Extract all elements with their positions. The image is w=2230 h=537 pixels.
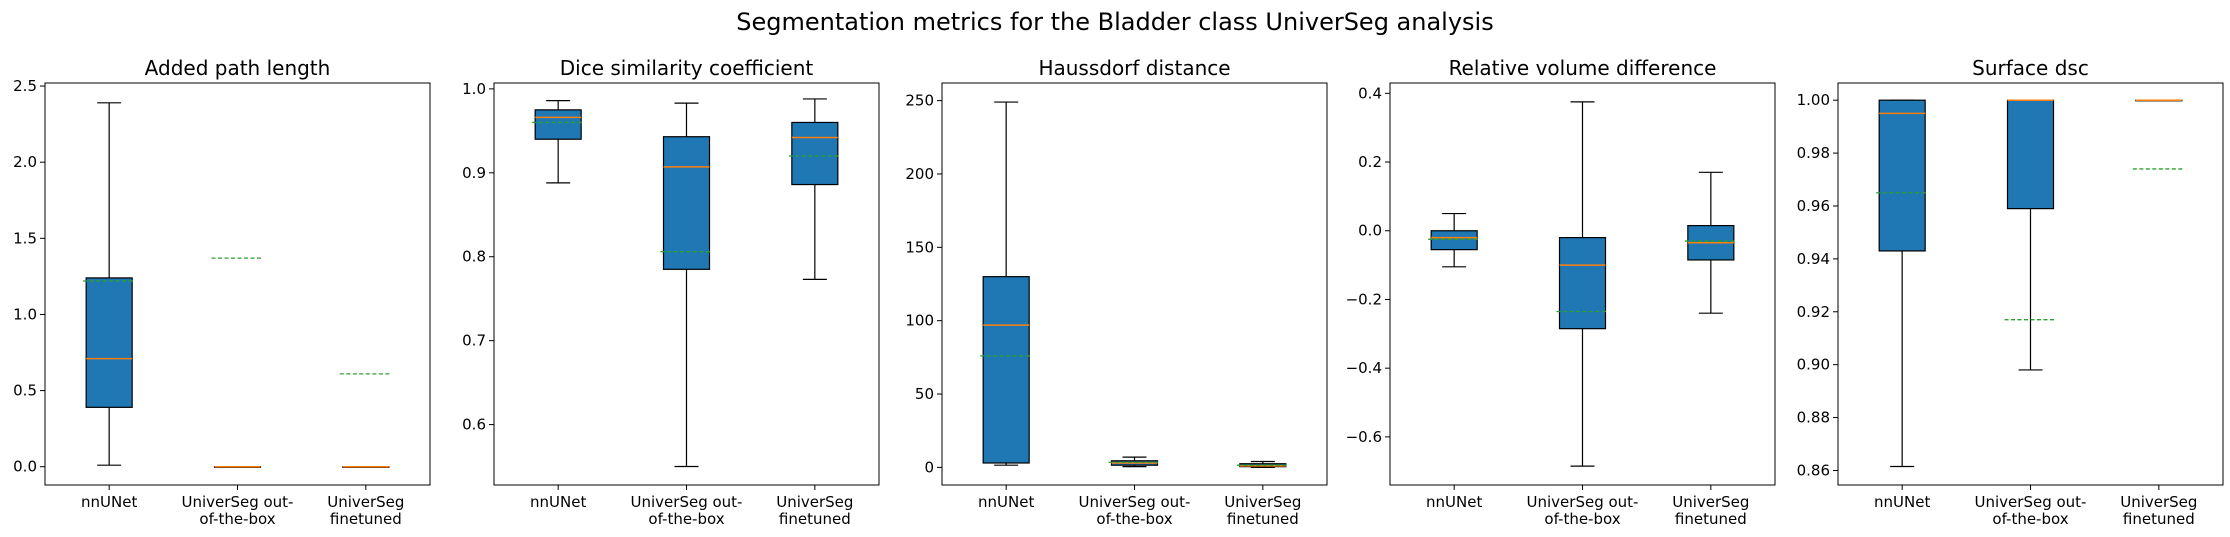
x-tick-label: nnUNet [81,493,137,511]
x-tick-label: UniverSeg finetuned [776,493,853,528]
y-tick-label: 50 [915,385,934,403]
box-2 [1556,101,1609,467]
y-tick-label: 0.9 [462,164,486,182]
panel-3: Haussdorf distance 0 50 100 150 200 250 nnUNet U… [905,56,1328,528]
box-3 [1684,171,1737,314]
y-tick-label: 1.0 [462,80,486,98]
panel-title: Dice similarity coefficient [560,56,814,80]
y-tick-label: 1.00 [1797,91,1830,109]
y-tick-label: 0.2 [1358,153,1382,171]
x-tick-label: UniverSeg finetuned [1224,493,1301,528]
y-tick-label: 2.5 [13,77,37,95]
box-1 [1428,212,1481,268]
x-tick-label: UniverSeg out-of-the-box [1527,493,1639,528]
box-3 [1236,460,1289,468]
panel-4: Relative volume difference −0.6 −0.4 −0.2 0.… [1346,56,1776,528]
panel-1: Added path length 0.0 0.5 1.0 1.5 2.0 2.5 nnUNe… [13,56,431,528]
y-tick-label: 100 [905,312,934,330]
y-tick-label: −0.4 [1346,359,1382,377]
iqr-box [982,276,1030,464]
y-tick-label: −0.6 [1346,428,1382,446]
panel-title: Added path length [145,56,331,80]
box-1 [83,102,136,466]
y-tick-label: 200 [905,165,934,183]
y-tick-label: 0.7 [462,332,486,350]
x-tick-label: nnUNet [978,493,1034,511]
y-tick-label: 0.4 [1358,84,1382,102]
y-tick-label: 150 [905,238,934,256]
iqr-box [2006,99,2055,210]
x-tick-label: UniverSeg finetuned [327,493,404,528]
y-tick-label: 0.92 [1797,303,1830,321]
iqr-box [85,277,133,408]
y-tick-label: 0.90 [1797,356,1830,374]
x-tick-label: nnUNet [1426,493,1482,511]
box-1 [980,101,1033,466]
iqr-box [1430,230,1478,251]
x-tick-label: UniverSeg out-of-the-box [1975,493,2087,528]
y-tick-label: 0.88 [1797,409,1830,427]
panel-5: Surface dsc 0.86 0.88 0.90 0.92 0.94 0.96 0.98 1… [1797,56,2224,528]
panel-2: Dice similarity coefficient 0.6 0.7 0.8 0.9 1… [462,56,880,528]
x-tick-label: UniverSeg finetuned [1672,493,1749,528]
figure-suptitle: Segmentation metrics for the Bladder cla… [736,8,1493,36]
x-tick-label: nnUNet [530,493,586,511]
panel-title: Surface dsc [1972,56,2089,80]
y-tick-label: 0.0 [13,458,37,476]
iqr-box [662,136,711,270]
y-tick-label: 1.0 [13,305,37,323]
y-tick-label: 0.98 [1797,144,1830,162]
y-tick-label: 0.0 [1358,222,1382,240]
iqr-box [1878,99,1926,252]
x-tick-label: UniverSeg out-of-the-box [1079,493,1191,528]
box-2 [211,257,264,468]
x-tick-label: UniverSeg out-of-the-box [631,493,743,528]
y-tick-label: 0.96 [1797,197,1830,215]
y-tick-label: 2.0 [13,153,37,171]
box-1 [532,100,585,184]
x-tick-label: nnUNet [1874,493,1930,511]
y-tick-label: 0.94 [1797,250,1830,268]
box-3 [2132,99,2185,170]
box-2 [2004,99,2057,371]
y-tick-label: 1.5 [13,229,37,247]
y-tick-label: 0.86 [1797,461,1830,479]
panel-title: Relative volume difference [1449,56,1717,80]
y-tick-label: 0.8 [462,248,486,266]
x-tick-label: UniverSeg finetuned [2120,493,2197,528]
box-3 [339,373,392,468]
iqr-box [1558,237,1607,330]
y-tick-label: 0.6 [462,416,486,434]
y-tick-label: −0.2 [1346,290,1382,308]
y-tick-label: 250 [905,92,934,110]
panels: Added path length 0.0 0.5 1.0 1.5 2.0 2.5 nnUNe… [13,56,2224,528]
box-2 [660,102,713,468]
box-3 [788,98,841,280]
y-tick-label: 0.5 [13,382,37,400]
iqr-box [791,121,839,186]
y-tick-label: 0 [924,458,934,476]
x-tick-label: UniverSeg out-of-the-box [182,493,294,528]
box-1 [1876,99,1929,468]
iqr-box [534,109,582,140]
box-2 [1108,456,1161,468]
panel-title: Haussdorf distance [1038,56,1230,80]
